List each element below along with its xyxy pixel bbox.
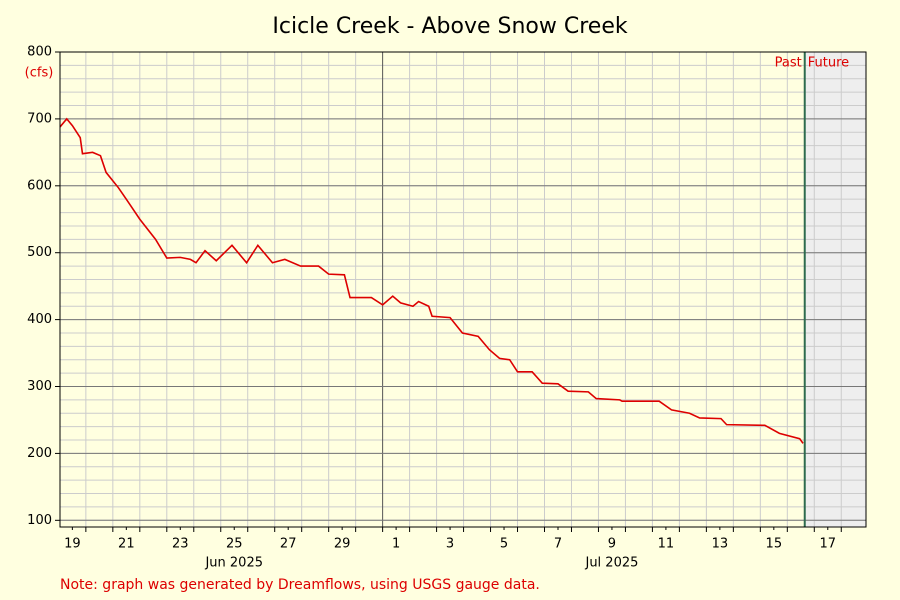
y-tick-label: 800: [27, 45, 52, 60]
x-tick-label: 21: [118, 537, 135, 552]
plot-frame: [59, 51, 867, 528]
footnote: Note: graph was generated by Dreamflows,…: [60, 577, 540, 593]
x-tick-label: 5: [500, 537, 508, 552]
y-tick-label: 100: [27, 513, 52, 528]
month-label: Jul 2025: [584, 556, 638, 571]
y-tick-label: 700: [27, 111, 52, 126]
x-tick-label: 23: [172, 537, 189, 552]
y-tick-label: 400: [27, 312, 52, 327]
x-tick-label: 25: [226, 537, 243, 552]
x-tick-label: 13: [712, 537, 729, 552]
past-label: Past: [775, 56, 802, 71]
x-tick-label: 9: [608, 537, 616, 552]
chart-title: Icicle Creek - Above Snow Creek: [272, 14, 627, 39]
x-tick-label: 3: [446, 537, 454, 552]
x-tick-label: 7: [554, 537, 562, 552]
x-tick-label: 11: [658, 537, 675, 552]
flow-line: [59, 117, 804, 444]
future-region: [804, 52, 866, 527]
month-label: Jun 2025: [204, 556, 263, 571]
y-tick-label: 300: [27, 379, 52, 394]
y-unit: (cfs): [25, 66, 54, 81]
y-tick-label: 500: [27, 245, 52, 260]
y-tick-label: 200: [27, 446, 52, 461]
future-label: Future: [808, 56, 849, 71]
x-tick-label: 29: [334, 537, 351, 552]
x-tick-label: 17: [820, 537, 837, 552]
x-tick-label: 15: [766, 537, 783, 552]
x-tick-label: 27: [280, 537, 297, 552]
x-tick-label: 19: [64, 537, 81, 552]
y-tick-label: 600: [27, 178, 52, 193]
x-tick-label: 1: [392, 537, 400, 552]
